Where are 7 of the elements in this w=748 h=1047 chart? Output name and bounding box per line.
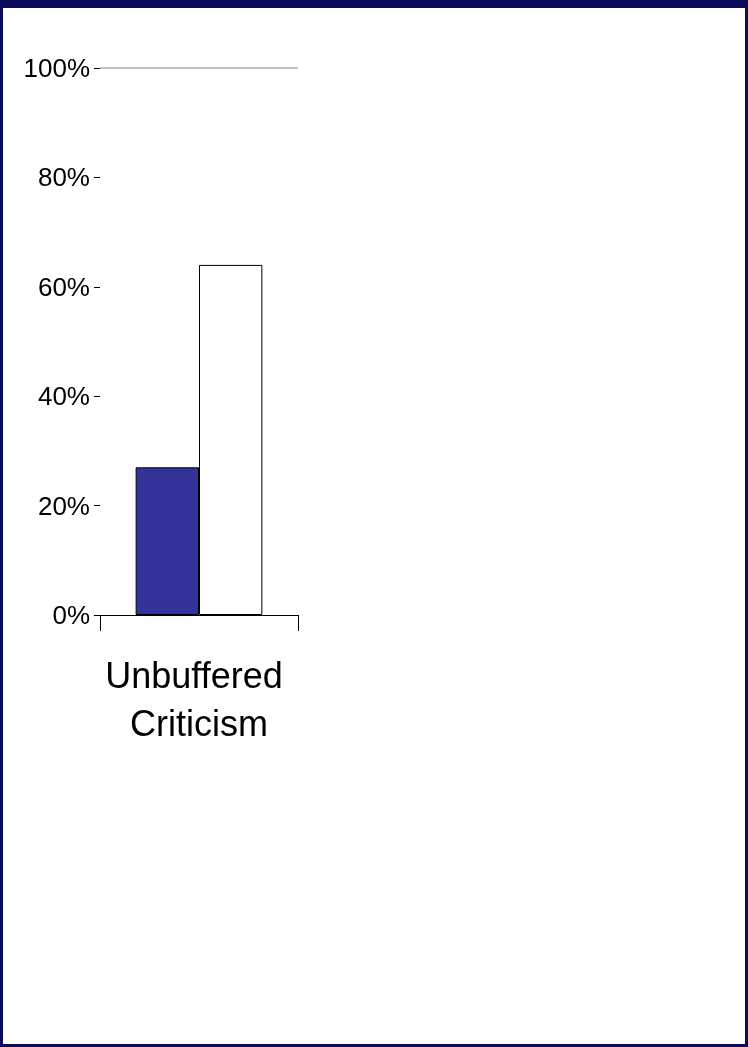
y-tick-label: 100% (23, 53, 90, 83)
y-tick-label: 20% (37, 490, 90, 521)
y-tick-label: 80% (37, 162, 90, 193)
y-tick-label: 0% (52, 600, 90, 630)
y-tick-label: 60% (37, 271, 90, 302)
x-tick-label: Unbuffered Criticism (105, 654, 293, 744)
y-tick-label: 40% (37, 381, 90, 412)
